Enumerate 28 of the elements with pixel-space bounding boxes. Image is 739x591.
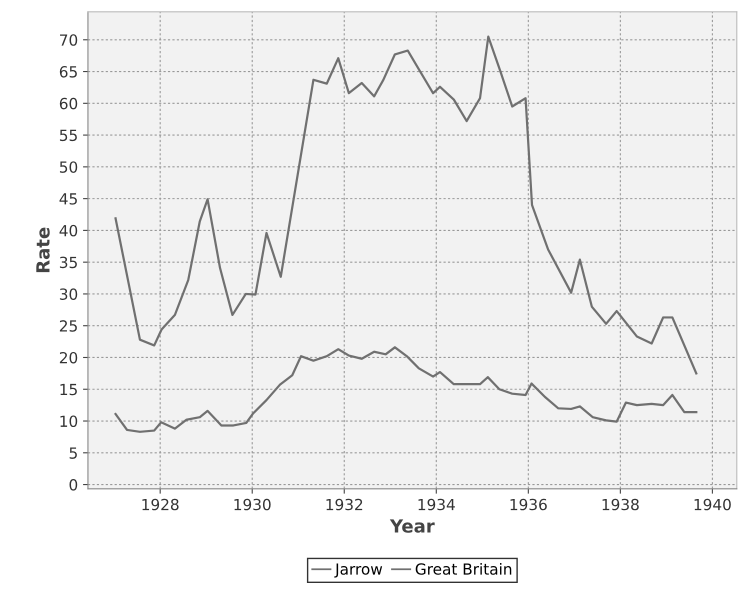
y-tick-label: 30: [60, 288, 78, 300]
y-tick-label: 25: [60, 320, 77, 332]
x-tick-label: 1930: [234, 498, 271, 510]
y-tick-label: 60: [60, 98, 78, 110]
y-tick-label: 15: [60, 384, 77, 396]
y-axis-title: Rate: [36, 228, 50, 272]
y-tick-label: 20: [60, 352, 78, 364]
legend-label: Great Britain: [416, 562, 512, 575]
y-tick-label: 45: [60, 193, 77, 205]
y-tick-label: 65: [60, 66, 77, 78]
x-tick-label: 1938: [602, 498, 639, 510]
y-tick-label: 0: [70, 479, 78, 491]
legend-label: Jarrow: [334, 563, 382, 578]
line-series: [114, 346, 698, 433]
x-tick-label: 1936: [510, 498, 547, 510]
y-tick-label: 70: [60, 34, 78, 46]
x-tick-label: 1940: [694, 498, 731, 510]
y-tick-label: 50: [60, 161, 78, 173]
x-axis-title: Year: [390, 519, 435, 533]
y-tick-label: 40: [60, 224, 78, 236]
x-tick-label: 1928: [142, 498, 179, 510]
y-tick-label: 55: [60, 130, 77, 142]
y-tick-label: 10: [60, 415, 78, 428]
x-tick-label: 1934: [418, 498, 455, 510]
line-series: [114, 35, 698, 374]
x-tick-label: 1932: [326, 498, 362, 510]
y-tick-label: 5: [70, 447, 77, 459]
y-tick-label: 35: [60, 256, 77, 268]
